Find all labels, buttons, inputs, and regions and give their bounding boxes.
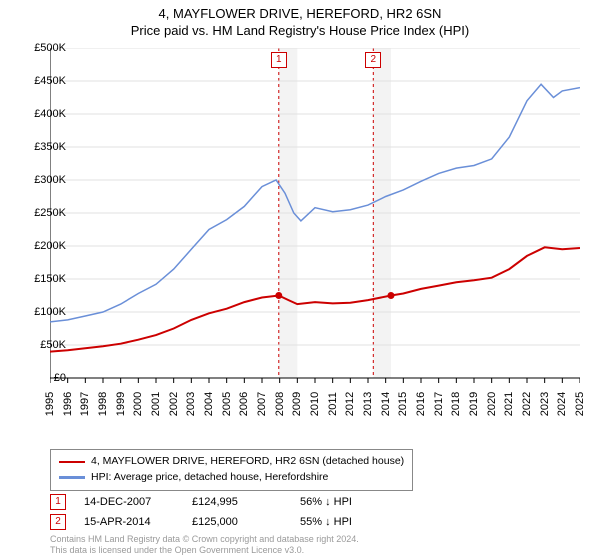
sale-marker: 2 bbox=[50, 514, 66, 530]
sale-date: 14-DEC-2007 bbox=[84, 496, 174, 508]
title-line-2: Price paid vs. HM Land Registry's House … bbox=[0, 23, 600, 40]
x-tick-label: 2008 bbox=[274, 392, 286, 416]
legend-row-property: 4, MAYFLOWER DRIVE, HEREFORD, HR2 6SN (d… bbox=[59, 454, 404, 470]
sale-price: £124,995 bbox=[192, 496, 282, 508]
y-tick-label: £150K bbox=[34, 273, 66, 285]
y-tick-label: £500K bbox=[34, 42, 66, 54]
y-tick-label: £300K bbox=[34, 174, 66, 186]
x-tick-label: 1995 bbox=[44, 392, 56, 416]
x-tick-label: 2018 bbox=[451, 392, 463, 416]
y-tick-label: £450K bbox=[34, 75, 66, 87]
event-marker-1: 1 bbox=[271, 52, 287, 68]
footnote-line-1: Contains HM Land Registry data © Crown c… bbox=[50, 534, 359, 545]
x-tick-label: 2016 bbox=[415, 392, 427, 416]
legend-label-property: 4, MAYFLOWER DRIVE, HEREFORD, HR2 6SN (d… bbox=[91, 454, 404, 470]
legend-swatch-property bbox=[59, 461, 85, 464]
chart-area bbox=[50, 48, 580, 408]
chart-svg bbox=[50, 48, 580, 408]
sale-price: £125,000 bbox=[192, 516, 282, 528]
title-line-1: 4, MAYFLOWER DRIVE, HEREFORD, HR2 6SN bbox=[0, 6, 600, 23]
x-tick-label: 2014 bbox=[380, 392, 392, 416]
legend-swatch-hpi bbox=[59, 476, 85, 479]
x-tick-label: 1998 bbox=[97, 392, 109, 416]
x-tick-label: 2001 bbox=[150, 392, 162, 416]
x-tick-label: 2007 bbox=[256, 392, 268, 416]
y-tick-label: £350K bbox=[34, 141, 66, 153]
x-tick-label: 2025 bbox=[574, 392, 586, 416]
legend-label-hpi: HPI: Average price, detached house, Here… bbox=[91, 470, 328, 486]
x-tick-label: 1999 bbox=[115, 392, 127, 416]
x-tick-label: 1996 bbox=[62, 392, 74, 416]
sale-marker: 1 bbox=[50, 494, 66, 510]
x-tick-label: 2020 bbox=[486, 392, 498, 416]
x-tick-label: 2015 bbox=[398, 392, 410, 416]
x-tick-label: 2017 bbox=[433, 392, 445, 416]
x-tick-label: 2011 bbox=[326, 392, 338, 416]
y-tick-label: £400K bbox=[34, 108, 66, 120]
sale-pct: 56% ↓ HPI bbox=[300, 496, 360, 508]
sale-pct: 55% ↓ HPI bbox=[300, 516, 360, 528]
y-tick-label: £250K bbox=[34, 207, 66, 219]
x-tick-label: 2009 bbox=[292, 392, 304, 416]
x-tick-label: 2006 bbox=[239, 392, 251, 416]
x-tick-label: 2012 bbox=[345, 392, 357, 416]
sale-date: 15-APR-2014 bbox=[84, 516, 174, 528]
x-tick-label: 2010 bbox=[309, 392, 321, 416]
event-marker-2: 2 bbox=[365, 52, 381, 68]
x-tick-label: 1997 bbox=[80, 392, 92, 416]
x-tick-label: 2003 bbox=[186, 392, 198, 416]
y-tick-label: £50K bbox=[40, 339, 66, 351]
x-tick-label: 2019 bbox=[468, 392, 480, 416]
x-tick-label: 2002 bbox=[168, 392, 180, 416]
footnote: Contains HM Land Registry data © Crown c… bbox=[50, 534, 359, 557]
x-tick-label: 2013 bbox=[362, 392, 374, 416]
x-tick-label: 2024 bbox=[557, 392, 569, 416]
chart-title: 4, MAYFLOWER DRIVE, HEREFORD, HR2 6SN Pr… bbox=[0, 0, 600, 40]
footnote-line-2: This data is licensed under the Open Gov… bbox=[50, 545, 359, 556]
sale-rows: 1 14-DEC-2007 £124,995 56% ↓ HPI 2 15-APR-201… bbox=[50, 494, 360, 534]
legend: 4, MAYFLOWER DRIVE, HEREFORD, HR2 6SN (d… bbox=[50, 449, 413, 491]
y-tick-label: £200K bbox=[34, 240, 66, 252]
sale-row: 2 15-APR-2014 £125,000 55% ↓ HPI bbox=[50, 514, 360, 530]
y-tick-label: £0 bbox=[54, 372, 66, 384]
x-tick-label: 2023 bbox=[539, 392, 551, 416]
chart-container: 4, MAYFLOWER DRIVE, HEREFORD, HR2 6SN Pr… bbox=[0, 0, 600, 560]
x-tick-label: 2000 bbox=[133, 392, 145, 416]
x-tick-label: 2021 bbox=[504, 392, 516, 416]
legend-row-hpi: HPI: Average price, detached house, Here… bbox=[59, 470, 404, 486]
x-tick-label: 2022 bbox=[521, 392, 533, 416]
x-tick-label: 2004 bbox=[203, 392, 215, 416]
y-tick-label: £100K bbox=[34, 306, 66, 318]
sale-row: 1 14-DEC-2007 £124,995 56% ↓ HPI bbox=[50, 494, 360, 510]
x-tick-label: 2005 bbox=[221, 392, 233, 416]
